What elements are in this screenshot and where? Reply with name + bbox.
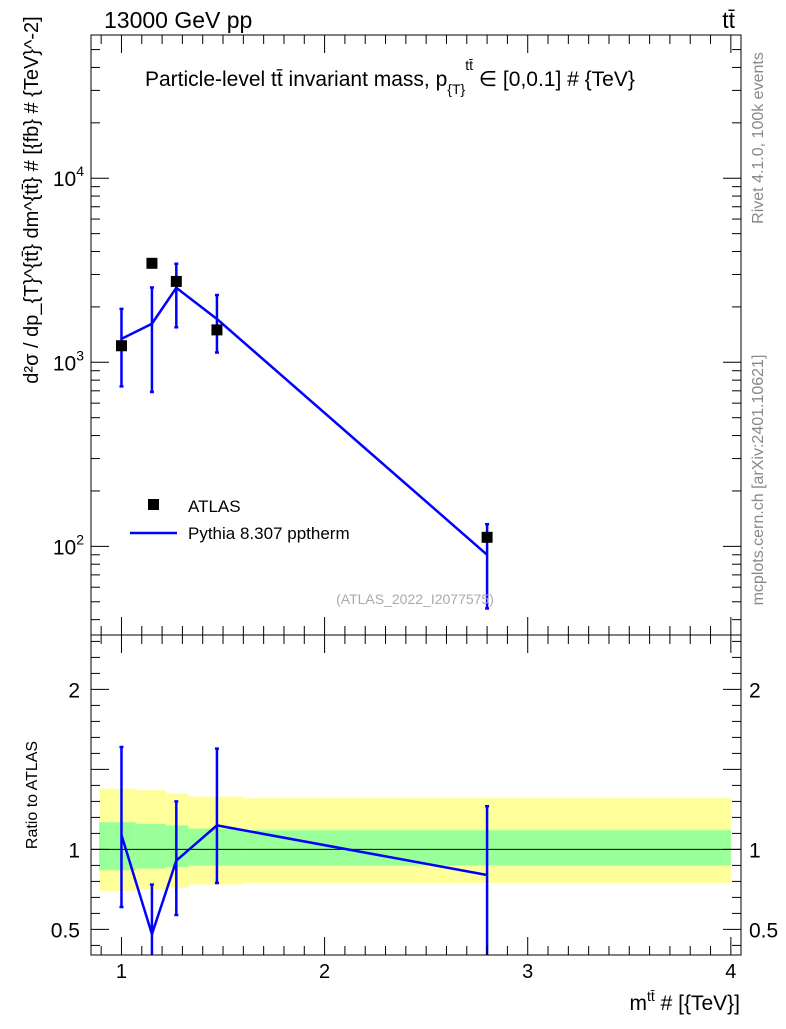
- ratio-xlabel-main: m: [629, 992, 647, 1015]
- ratio-x-tick-label: 3: [522, 961, 533, 983]
- ratio-y-tick-label-right: 1: [749, 839, 761, 862]
- legend-atlas-label: ATLAS: [188, 497, 241, 516]
- main-ylabel: d²σ / dp_{T}^{tt̄} dm^{tt̄} # [{fb} # {T…: [21, 16, 43, 383]
- atlas-data-point: [115, 340, 127, 352]
- ratio-xlabel-sup: tt̄: [647, 988, 655, 1004]
- ratio-frame: [90, 634, 742, 956]
- main-y-tick-label: 104: [53, 163, 84, 191]
- chart-title-main: Particle-level tt̄ invariant mass, p: [145, 68, 447, 91]
- ratio-ticks: 1 2 3 4 0.5 0.5 1 1 2 2: [51, 635, 778, 983]
- ratio-ylabel: Ratio to ATLAS: [24, 741, 41, 849]
- ratio-x-tick-label: 1: [116, 961, 127, 983]
- main-marks: [115, 257, 493, 610]
- ratio-y-tick-label-right: 0.5: [749, 919, 778, 942]
- chart-title: Particle-level tt̄ invariant mass, p{T}t…: [145, 57, 635, 97]
- legend-atlas-marker: [148, 499, 159, 510]
- analysis-id: (ATLAS_2022_I2077575): [336, 591, 494, 607]
- rivet-version-label: Rivet 4.1.0, 100k events: [750, 52, 767, 224]
- main-y-tick-label: 103: [53, 347, 84, 375]
- ratio-bands: [91, 788, 741, 891]
- atlas-data-point: [481, 531, 493, 543]
- process-label: tt̄: [722, 7, 735, 33]
- ratio-series-line: [120, 824, 488, 939]
- ratio-y-tick-label-left: 1: [68, 839, 80, 862]
- source-label: mcplots.cern.ch [arXiv:2401.10621]: [750, 355, 767, 606]
- ratio-x-tick-label: 2: [319, 961, 330, 983]
- ratio-xlabel-tail: # [{TeV}]: [655, 992, 740, 1015]
- energy-label: 13000 GeV pp: [104, 7, 252, 33]
- atlas-data-point: [146, 257, 158, 269]
- chart-title-tail: ∈ [0,0.1] # {TeV}: [473, 68, 635, 91]
- legend-pythia-label: Pythia 8.307 pptherm: [188, 524, 350, 543]
- ratio-marks: [119, 745, 490, 955]
- main-y-tick-label: 102: [53, 531, 84, 559]
- main-frame: [90, 34, 742, 636]
- ratio-y-tick-label-left: 2: [68, 679, 80, 702]
- ratio-y-tick-label-right: 2: [749, 679, 761, 702]
- ratio-xlabel: mtt̄ # [{TeV}]: [629, 988, 740, 1015]
- main-panel: 102 103 104 Particle-level tt̄ invariant m…: [21, 16, 742, 636]
- ratio-x-tick-label: 4: [725, 961, 736, 983]
- ratio-panel: 1 2 3 4 0.5 0.5 1 1 2 2 Ratio to ATLAS mtt̄ # [{T…: [24, 634, 778, 1015]
- main-ticks: 102 103 104: [53, 34, 741, 635]
- pythia-series-line: [120, 285, 488, 556]
- chart-title-sub: {T}: [447, 81, 465, 97]
- atlas-data-point: [170, 275, 182, 287]
- green-band-segment: [135, 823, 167, 869]
- ratio-y-tick-label-left: 0.5: [51, 919, 80, 942]
- legend: ATLAS Pythia 8.307 pptherm: [130, 497, 350, 543]
- atlas-data-point: [211, 324, 223, 336]
- chart-title-sup: tt̄: [465, 57, 473, 73]
